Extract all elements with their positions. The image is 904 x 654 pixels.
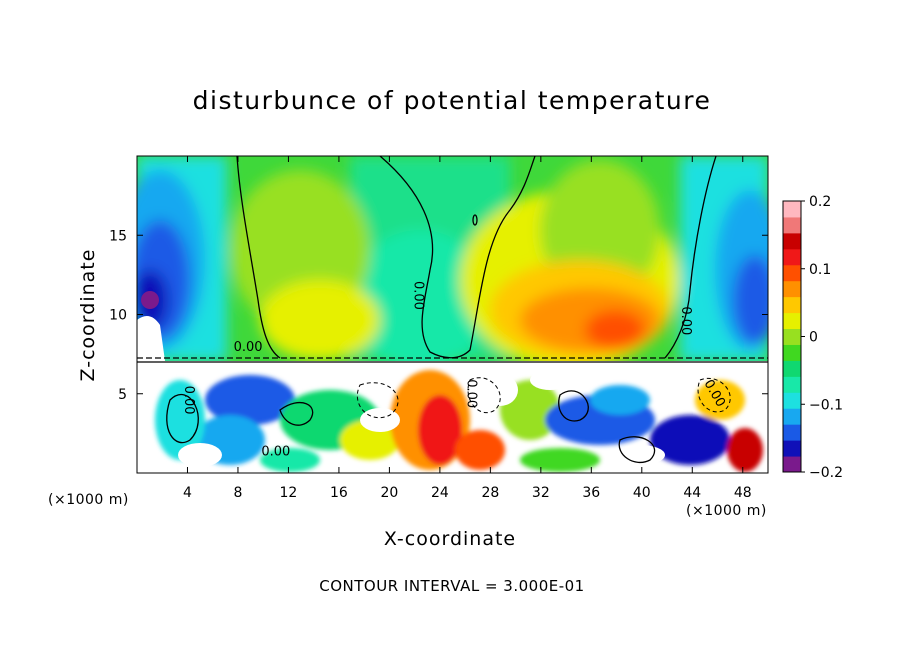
colorbar xyxy=(782,200,802,473)
x-unit-right: (×1000 m) xyxy=(686,503,767,519)
x-tick-label: 36 xyxy=(582,485,600,501)
contour-label: 0.00 xyxy=(411,281,426,310)
colorbar-swatch xyxy=(783,392,801,409)
colorbar-swatch xyxy=(783,264,801,282)
colorbar-swatch xyxy=(783,456,801,473)
colorbar-tick-label: −0.1 xyxy=(809,397,843,413)
contour-label: 0.00 xyxy=(234,340,263,355)
y-axis: 5 10 15 xyxy=(109,228,768,403)
x-tick-label: 8 xyxy=(233,485,242,501)
colorbar-tick-label: 0.1 xyxy=(809,262,831,278)
colorbar-swatch xyxy=(783,216,801,234)
colorbar-swatch xyxy=(783,248,801,266)
x-tick-label: 28 xyxy=(481,485,499,501)
colorbar-tick-label: 0 xyxy=(809,330,818,346)
heatmap-field: 0.000.000.000.000.000.00 0.00 xyxy=(137,156,768,473)
colorbar-swatch xyxy=(783,360,801,377)
x-tick-label: 24 xyxy=(431,485,449,501)
colorbar-swatch xyxy=(783,232,801,250)
contour-label: 0.00 xyxy=(181,386,196,415)
colorbar-swatch xyxy=(783,376,801,393)
chart-title: disturbunce of potential temperature xyxy=(192,86,712,115)
x-axis-label: X-coordinate xyxy=(383,528,517,550)
colorbar-swatch xyxy=(783,280,801,298)
colorbar-swatch xyxy=(783,408,801,425)
x-tick-label: 40 xyxy=(633,485,651,501)
x-unit-left: (×1000 m) xyxy=(48,492,129,508)
y-tick-label: 5 xyxy=(118,387,127,403)
x-tick-label: 32 xyxy=(532,485,550,501)
x-tick-label: 20 xyxy=(380,485,398,501)
colorbar-tick-label: 0.2 xyxy=(809,194,831,210)
x-tick-label: 44 xyxy=(683,485,701,501)
colorbar-tick-label: −0.2 xyxy=(809,465,843,481)
y-axis-label: Z-coordinate xyxy=(77,248,99,382)
colorbar-swatch xyxy=(783,440,801,457)
contour-interval: CONTOUR INTERVAL = 3.000E-01 xyxy=(319,577,585,595)
contour-label: 0.00 xyxy=(464,379,479,408)
y-tick-label: 15 xyxy=(109,228,127,244)
x-tick-label: 16 xyxy=(330,485,348,501)
colorbar-labels: 0.2 0.1 0 −0.1 −0.2 xyxy=(801,194,843,481)
x-tick-label: 12 xyxy=(280,485,298,501)
colorbar-swatch xyxy=(783,312,801,330)
colorbar-swatch xyxy=(783,344,801,361)
colorbar-swatch xyxy=(783,328,801,345)
colorbar-swatch xyxy=(783,424,801,441)
contour-label: 0.00 xyxy=(261,445,290,460)
x-tick-label: 48 xyxy=(734,485,752,501)
colorbar-swatch xyxy=(783,296,801,314)
colorbar-swatch xyxy=(783,201,801,218)
contour-label: 0.00 xyxy=(678,306,693,335)
x-axis: 4 8 12 16 20 24 28 32 36 40 44 48 xyxy=(183,156,752,501)
x-tick-label: 4 xyxy=(183,485,192,501)
y-tick-label: 10 xyxy=(109,308,127,324)
